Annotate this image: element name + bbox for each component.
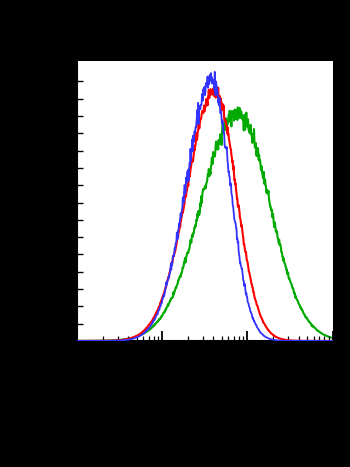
Y-axis label: Events: Events <box>49 169 66 233</box>
X-axis label: Phospho-Lyn (Y507) APC: Phospho-Lyn (Y507) APC <box>90 353 320 371</box>
